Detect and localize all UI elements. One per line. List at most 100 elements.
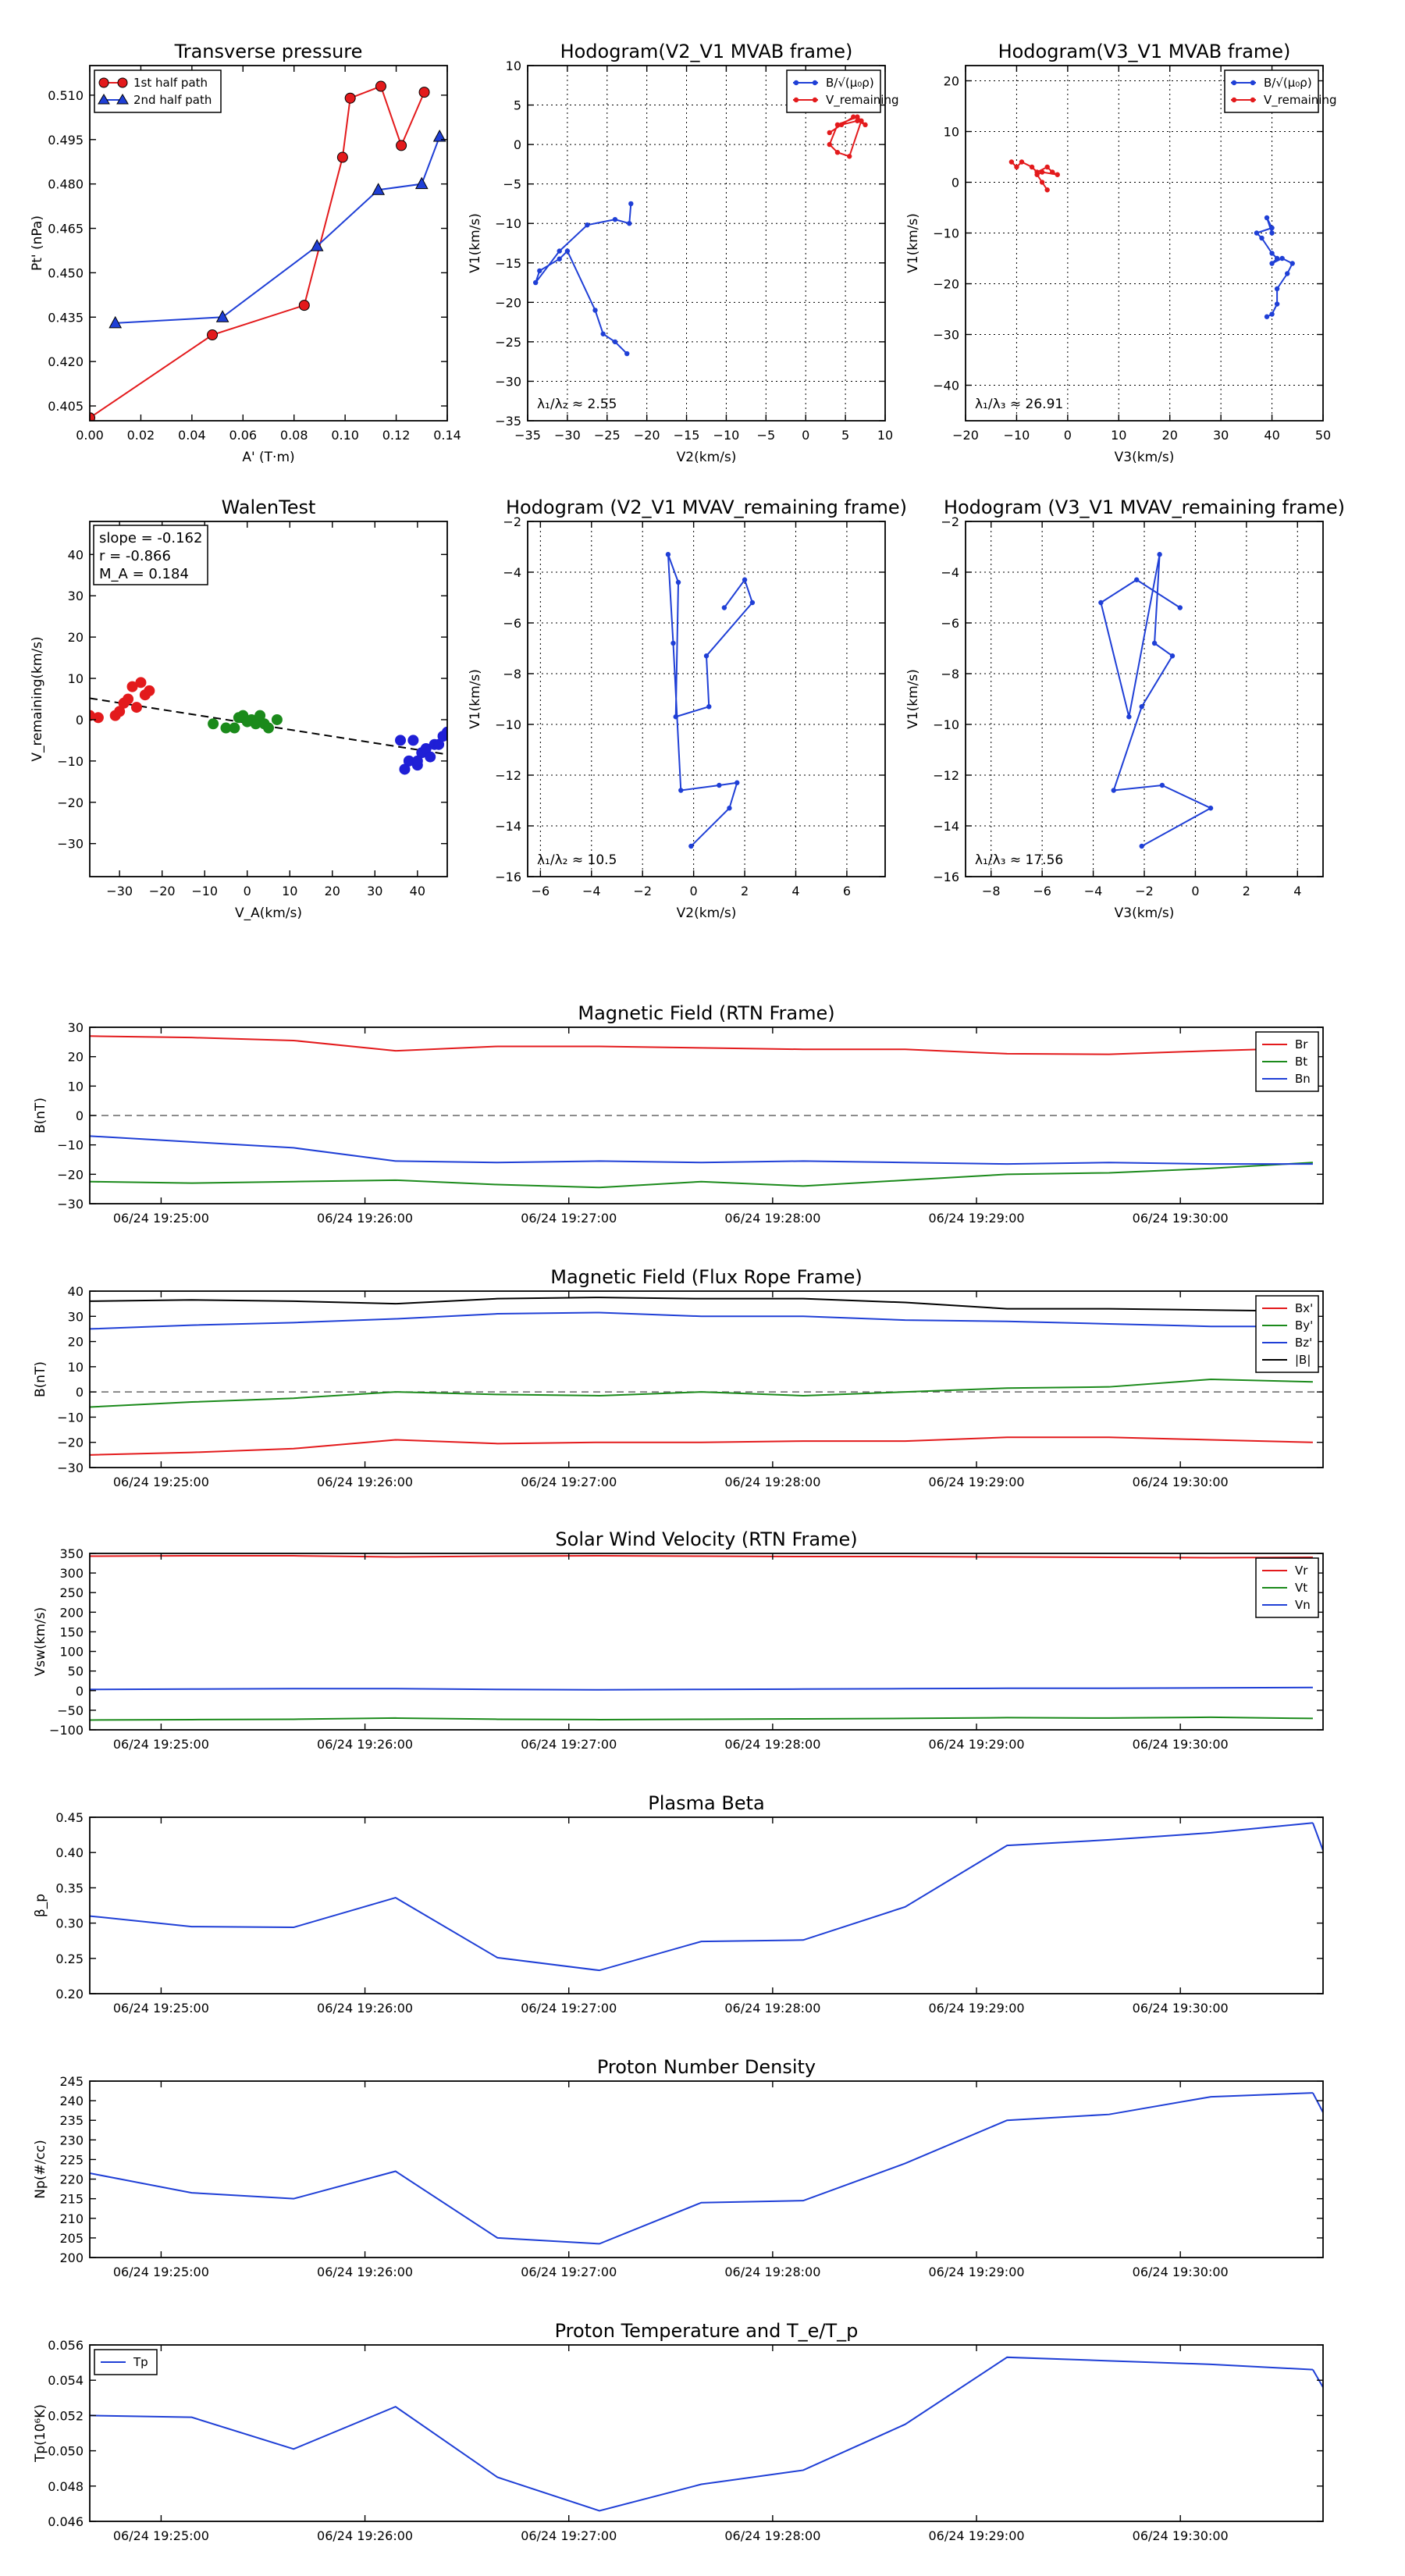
y-tick-label: 10 (68, 1360, 84, 1375)
x-tick-label: 6 (843, 884, 851, 898)
data-point (834, 150, 841, 155)
y-tick-label: 0.495 (48, 133, 84, 148)
y-tick-label: 10 (68, 1079, 84, 1094)
data-layer (665, 552, 756, 849)
legend-label: |B| (1295, 1353, 1311, 1367)
y-tick-label: −10 (495, 717, 521, 732)
axes-frame (89, 521, 448, 877)
series-line-beta (90, 1822, 1314, 1972)
data-point (432, 129, 446, 142)
data-point (1285, 271, 1290, 276)
y-tick-label: 0.435 (48, 310, 84, 325)
series-line-Np (90, 2092, 1313, 2245)
y-tick-label: −12 (933, 768, 959, 783)
x-tick-label: −5 (757, 428, 776, 443)
x-tick-label: 0.06 (229, 428, 257, 443)
legend-marker (116, 94, 129, 105)
data-point (1259, 235, 1264, 241)
y-tick-label: 0.050 (48, 2444, 84, 2459)
data-layer (90, 1297, 1313, 1456)
data-point (1274, 286, 1280, 292)
legend-label: Tp (133, 2355, 148, 2369)
legend-label: V_remaining (1264, 93, 1337, 108)
y-tick-label: −10 (495, 216, 521, 231)
y-tick-label: −6 (503, 616, 521, 631)
y-tick-label: 0.40 (55, 1845, 84, 1860)
data-point (271, 713, 283, 725)
chart-title: Magnetic Field (Flux Rope Frame) (550, 1266, 862, 1288)
data-point (1274, 255, 1280, 262)
y-tick-label: −20 (933, 277, 959, 292)
x-tick-label: 06/24 19:27:00 (521, 2265, 617, 2279)
legend-marker (98, 94, 110, 105)
axes-frame (965, 65, 1324, 422)
legend-marker (812, 97, 818, 103)
y-tick-label: 200 (59, 1605, 84, 1620)
legend-label: 2nd half path (133, 93, 212, 107)
chart-title: Hodogram (V3_V1 MVAV_remaining frame) (944, 496, 1345, 518)
data-point (557, 248, 562, 254)
x-tick-label: 06/24 19:25:00 (113, 1211, 209, 1226)
data-point (1264, 215, 1270, 221)
y-tick-label: −4 (941, 565, 959, 580)
y-tick-label: 0 (514, 137, 521, 152)
x-tick-label: 0.14 (433, 428, 461, 443)
y-tick-label: −30 (495, 374, 521, 389)
data-layer (90, 1822, 1323, 1972)
x-tick-label: 06/24 19:25:00 (113, 2528, 209, 2543)
x-tick-label: 06/24 19:26:00 (317, 2265, 413, 2279)
x-tick-label: −10 (1004, 428, 1030, 443)
data-point (537, 268, 542, 274)
legend-marker (812, 80, 818, 86)
y-tick-label: −2 (941, 514, 959, 529)
data-point (1254, 230, 1260, 236)
chart-title: Plasma Beta (648, 1792, 764, 1814)
data-point (1029, 164, 1035, 170)
y-tick-label: 30 (68, 589, 84, 603)
x-tick-label: 0 (1064, 428, 1072, 443)
legend-marker (98, 77, 109, 88)
axes-frame (89, 1553, 1324, 1731)
data-point (298, 300, 310, 311)
y-tick-label: −14 (495, 819, 521, 834)
chart-title: Hodogram (V2_V1 MVAV_remaining frame) (506, 496, 907, 518)
legend-label: Bx' (1295, 1301, 1313, 1315)
y-tick-label: 0.405 (48, 399, 84, 414)
data-point (665, 552, 671, 557)
eigenvalue-ratio-label: λ₁/λ₃ ≈ 17.56 (975, 852, 1063, 868)
x-tick-label: 50 (1315, 428, 1331, 443)
data-point (90, 412, 95, 421)
data-point (717, 782, 722, 788)
x-tick-label: −6 (532, 884, 550, 898)
data-point (838, 122, 845, 128)
data-point (855, 114, 860, 119)
data-point (336, 151, 348, 163)
data-point (670, 640, 676, 646)
x-tick-label: 06/24 19:29:00 (929, 1211, 1025, 1226)
data-point (215, 310, 229, 322)
y-axis-label: V1(km/s) (905, 213, 921, 273)
y-tick-label: −4 (503, 565, 521, 580)
data-point (628, 201, 634, 207)
x-tick-label: 06/24 19:30:00 (1133, 1475, 1229, 1489)
x-tick-label: −30 (106, 884, 133, 898)
y-tick-label: −30 (57, 837, 84, 852)
x-tick-label: 0 (802, 428, 809, 443)
axes-frame (965, 521, 1324, 877)
data-point (742, 577, 748, 582)
y-tick-label: 0.052 (48, 2408, 84, 2423)
x-tick-label: 06/24 19:25:00 (113, 2001, 209, 2016)
y-tick-label: 0.510 (48, 88, 84, 103)
data-point (1055, 172, 1060, 177)
y-tick-label: −25 (495, 335, 521, 350)
chart-magrtn: Magnetic Field (RTN Frame) 06/24 19:25:00… (33, 1002, 1324, 1226)
x-tick-label: −30 (554, 428, 581, 443)
x-tick-label: 06/24 19:30:00 (1133, 1211, 1229, 1226)
data-point (1269, 230, 1275, 236)
chart-title: Solar Wind Velocity (RTN Frame) (555, 1528, 857, 1550)
data-point (1177, 605, 1183, 610)
x-tick-label: −35 (514, 428, 541, 443)
series-line-1st half path (90, 85, 425, 419)
x-tick-label: 30 (1213, 428, 1229, 443)
y-tick-label: 245 (59, 2074, 84, 2089)
